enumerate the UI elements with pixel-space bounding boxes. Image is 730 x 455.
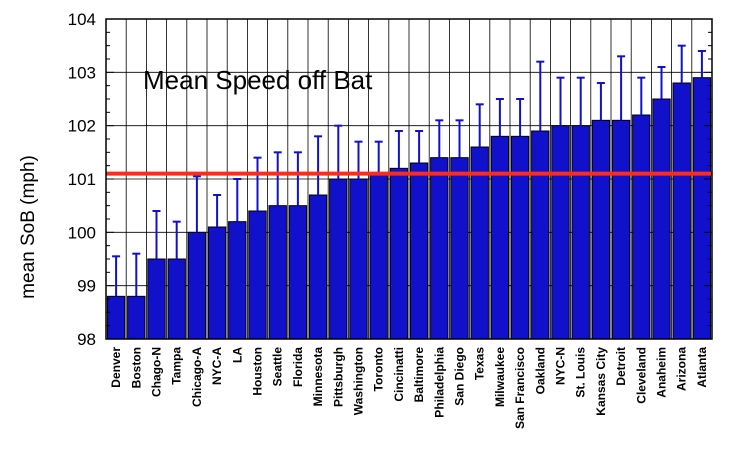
x-category-label: Atlanta — [695, 347, 709, 388]
bar-washington — [349, 178, 368, 340]
grid-lines — [106, 19, 712, 339]
bar-nyc-a — [207, 226, 227, 340]
y-tick-label: 100 — [68, 223, 96, 242]
x-category-label: Anaheim — [655, 347, 669, 398]
y-tick-label: 102 — [68, 117, 96, 136]
x-category-label: NYC-A — [210, 347, 224, 385]
y-tick-label: 101 — [68, 170, 96, 189]
x-category-label: Kansas City — [594, 347, 608, 416]
bar-detroit — [611, 119, 631, 340]
bar-seattle — [268, 205, 287, 340]
x-category-label: Cincinatti — [392, 347, 406, 402]
x-category-label: Pittsburgh — [331, 347, 345, 407]
bar-arizona — [672, 82, 691, 340]
bar-anaheim — [652, 98, 671, 340]
bar-series — [106, 77, 712, 340]
bar-chago-n — [147, 258, 166, 340]
bar-la — [228, 221, 247, 340]
bar-cleveland — [632, 114, 651, 340]
x-category-label: Florida — [291, 347, 305, 387]
x-category-label: Houston — [251, 347, 265, 396]
x-category-label: Cleveland — [634, 347, 648, 404]
bar-san-diego — [450, 157, 469, 340]
x-category-label: St. Louis — [574, 347, 588, 398]
bar-philadelphia — [430, 157, 449, 340]
x-category-label: NYC-N — [554, 347, 568, 385]
y-axis-ticks: 98 99 100 101 102 103 104 — [68, 10, 712, 349]
x-category-label: Toronto — [372, 347, 386, 391]
x-category-label: Denver — [109, 347, 123, 388]
chart-title: Mean Speed off Bat — [143, 65, 373, 95]
bar-oakland — [531, 130, 550, 340]
x-category-label: Chicago-A — [190, 347, 204, 407]
y-axis-label: mean SoB (mph) — [18, 155, 39, 299]
bar-toronto — [369, 173, 388, 340]
bar-tampa — [167, 258, 186, 340]
bar-kansas-city — [591, 119, 611, 340]
bar-milwaukee — [490, 135, 510, 340]
bar-pittsburgh — [329, 178, 348, 340]
x-category-label: Chago-N — [150, 347, 164, 397]
x-category-label: Oakland — [533, 347, 547, 394]
x-category-label: Boston — [129, 347, 143, 388]
bar-st-louis — [571, 125, 590, 340]
x-category-label: Texas — [473, 347, 487, 380]
x-category-label: Seattle — [271, 347, 285, 387]
bar-atlanta — [692, 77, 712, 340]
bar-baltimore — [409, 162, 429, 340]
bar-san-francisco — [510, 135, 530, 340]
x-category-label: Milwaukee — [493, 347, 507, 407]
bar-cincinatti — [389, 167, 409, 340]
x-category-label: Washington — [352, 347, 366, 415]
bar-texas — [470, 146, 489, 340]
x-category-label: Arizona — [675, 347, 689, 391]
x-category-label: San Francisco — [513, 347, 527, 429]
x-category-label: Philadelphia — [432, 347, 446, 418]
x-category-label: Tampa — [170, 347, 184, 385]
bar-chicago-a — [187, 231, 207, 340]
error-bars — [112, 44, 706, 297]
bar-nyc-n — [551, 125, 570, 340]
bar-denver — [106, 295, 126, 340]
bar-houston — [248, 210, 267, 340]
bar-florida — [288, 205, 308, 340]
y-tick-label: 98 — [77, 330, 96, 349]
y-tick-label: 104 — [68, 10, 96, 29]
y-tick-label: 99 — [77, 277, 96, 296]
y-tick-label: 103 — [68, 63, 96, 82]
x-category-label: Detroit — [614, 347, 628, 386]
x-category-label: Baltimore — [412, 347, 426, 403]
x-axis-category-labels: Denver Boston Chago-N Tampa Chicago-A NYC-A LA… — [109, 347, 709, 429]
x-category-label: LA — [230, 347, 244, 363]
x-category-label: San Diego — [453, 347, 467, 406]
x-category-label: Minnesota — [311, 347, 325, 407]
bar-boston — [127, 295, 146, 340]
bar-minnesota — [308, 194, 328, 340]
